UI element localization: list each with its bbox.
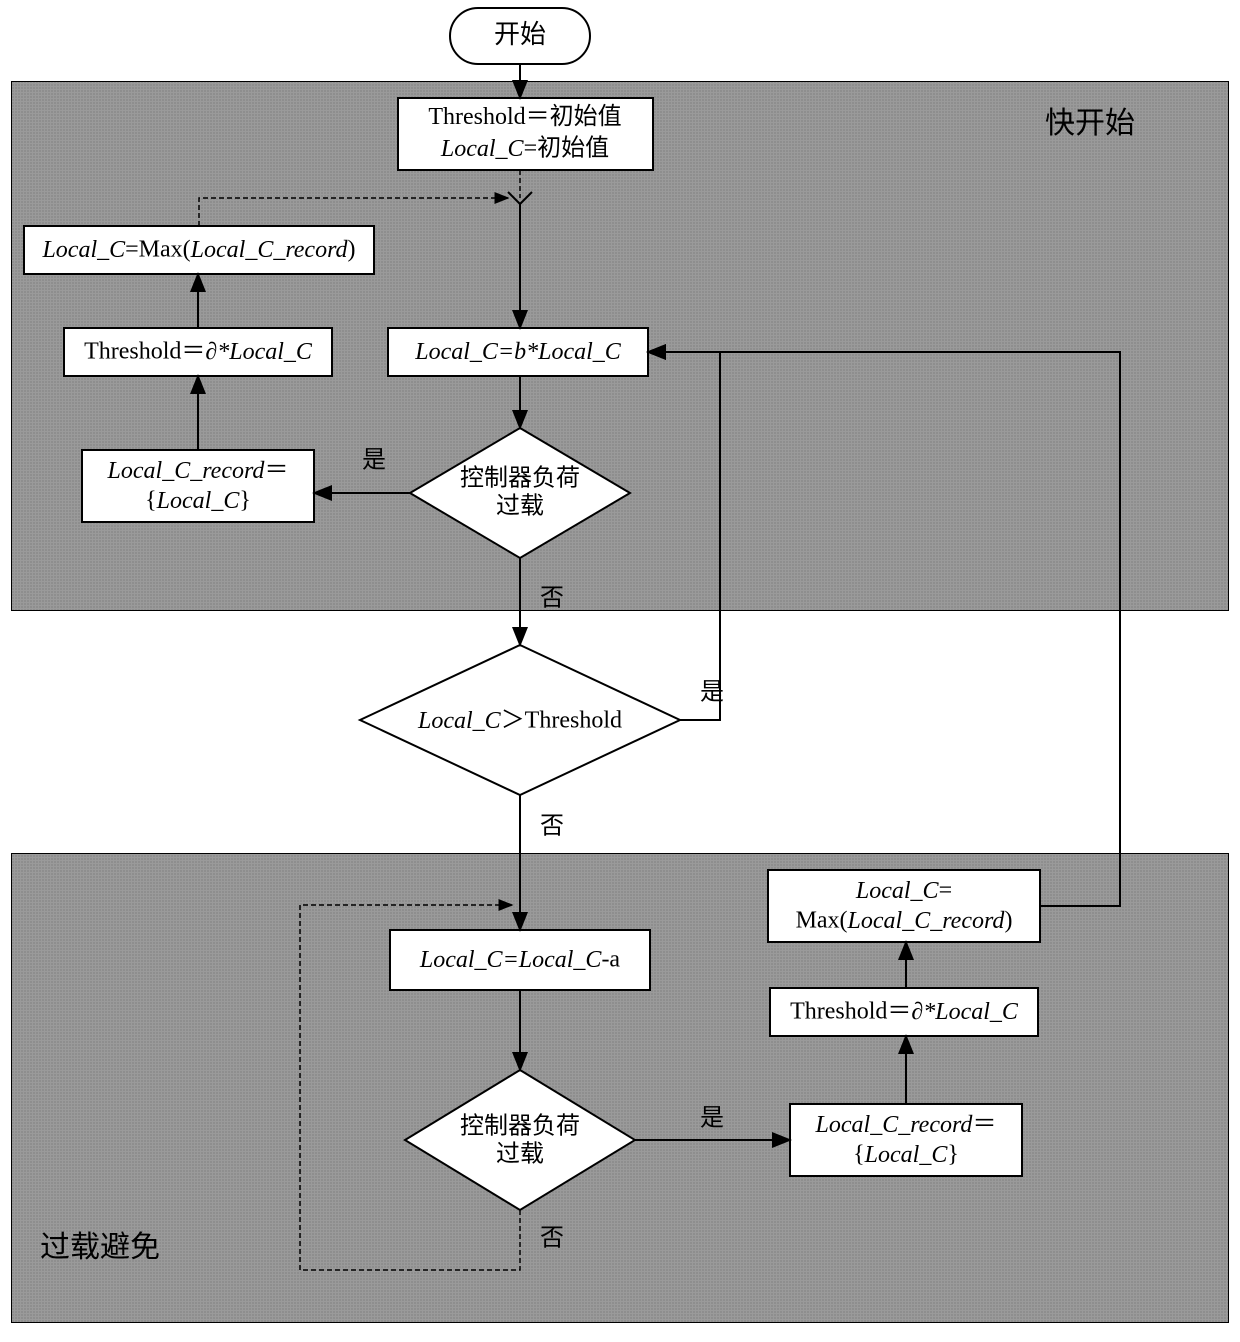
edge-dec3-yes-label: 是 [700, 1106, 724, 1132]
node-dec2-text: Local_C＞Threshold [417, 708, 622, 734]
edge-dec2-no-label: 否 [540, 814, 564, 840]
edge-dec1-yes-label: 是 [362, 448, 386, 474]
node-dec1-line1: 控制器负荷 [460, 465, 580, 492]
node-dec3-line1: 控制器负荷 [460, 1113, 580, 1140]
node-dec3-line2: 过载 [496, 1141, 544, 1168]
node-record1-line1: Local_C_record＝ [107, 458, 289, 484]
node-max2-line1: Local_C= [855, 878, 952, 904]
node-sub-text: Local_C=Local_C-a [419, 947, 621, 973]
region-fast-start-label: 快开始 [1045, 107, 1135, 140]
region-overload-avoid-texture [12, 854, 1228, 1322]
node-dec1-line2: 过载 [496, 493, 544, 520]
node-record2-line1: Local_C_record＝ [815, 1112, 997, 1138]
edge-dec3-no-label: 否 [540, 1226, 564, 1252]
node-record2-line2: {Local_C} [853, 1142, 959, 1168]
flowchart-canvas: 快开始 过载避免 开始 Threshold＝初始值 Local_C=初始值 Lo… [0, 0, 1240, 1342]
node-thresh2-text: Threshold＝∂*Local_C [790, 999, 1019, 1025]
node-max1-text: Local_C=Max(Local_C_record) [41, 237, 355, 263]
node-mult-text: Local_C=b*Local_C [414, 339, 622, 365]
node-start-label: 开始 [494, 20, 546, 49]
node-init-line2: Local_C=初始值 [440, 135, 609, 162]
edge-dec1-no-label: 否 [540, 586, 564, 612]
region-overload-avoid-label: 过载避免 [40, 1231, 160, 1264]
edge-dec2-yes-label: 是 [700, 680, 724, 706]
node-thresh1-text: Threshold＝∂*Local_C [84, 339, 313, 365]
node-max2-line2: Max(Local_C_record) [796, 908, 1013, 934]
node-init-line1: Threshold＝初始值 [428, 103, 621, 130]
node-record1-line2: {Local_C} [145, 488, 251, 514]
